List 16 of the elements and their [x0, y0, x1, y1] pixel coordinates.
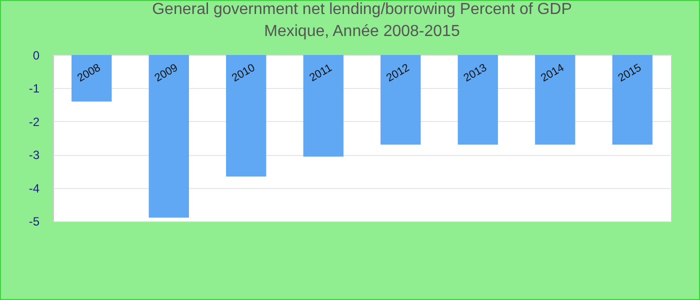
y-tick-label: 0 — [32, 48, 40, 62]
chart-title: General government net lending/borrowing Percent of GDP — [152, 1, 572, 18]
x-tick-label: 2010 — [230, 62, 258, 84]
y-tick-label: -1 — [28, 82, 40, 96]
y-tick-label: -3 — [28, 148, 40, 162]
y-tick-label: -4 — [28, 181, 40, 196]
x-tick-label: 2015 — [616, 62, 644, 84]
chart-subtitle: Mexique, Année 2008-2015 — [264, 23, 460, 40]
y-tick-label: -2 — [28, 114, 40, 129]
x-tick-label: 2012 — [384, 62, 412, 84]
x-tick-label: 2008 — [76, 62, 103, 84]
x-tick-label: 2014 — [539, 62, 566, 84]
x-tick-label: 2013 — [462, 62, 489, 84]
y-tick-label: -5 — [28, 214, 40, 228]
x-tick-label: 2009 — [152, 62, 180, 84]
x-tick-label: 2011 — [308, 62, 334, 84]
